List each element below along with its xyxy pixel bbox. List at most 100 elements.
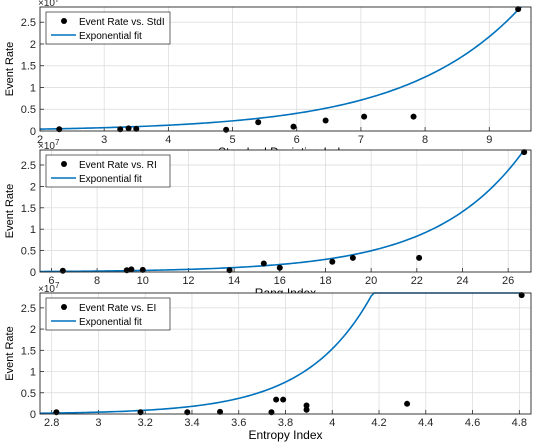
ri-legend-marker-points [61,161,67,167]
ri-xtick-label: 16 [274,275,286,287]
stdi-data-point [290,123,297,130]
stdi-xtick-label: 9 [486,134,492,146]
ei-legend-label-points: Event Rate vs. EI [79,303,156,314]
ei-axes-frame [39,292,532,415]
ri-ytick-label: 1.5 [21,203,36,215]
ri-ytick-label: 2 [30,181,36,193]
ri-legend-label-points: Event Rate vs. RI [79,160,157,171]
ei-legend-label-fit: Exponential fit [79,317,142,328]
ei-exponent-base: ×10 [38,284,55,295]
ei-xtick-label: 4.6 [465,417,480,429]
ei-xtick-label: 4.4 [418,417,433,429]
ei-xtick-label: 3 [95,417,101,429]
stdi-xtick-label: 6 [294,134,300,146]
stdi-data-point [322,117,329,124]
ri-exponent-power: 7 [55,138,60,147]
ri-data-point [260,260,267,267]
stdi-ytick-label: 2.5 [21,17,36,29]
ei-xtick-label: 2.8 [44,417,59,429]
ri-xtick-label: 22 [411,275,423,287]
ri-ylabel: Event Rate [4,184,16,238]
ri-xtick-label: 10 [137,275,149,287]
stdi-ytick-label: 1 [30,82,36,94]
stdi-legend-label-fit: Exponential fit [79,31,142,42]
ri-xtick-label: 18 [319,275,331,287]
ei-xtick-label: 3.6 [231,417,246,429]
stdi-legend-box [45,11,171,45]
stdi-data-point [361,113,368,120]
stdi-exponent-power: 7 [55,0,60,4]
ri-legend-label-fit: Exponential fit [79,174,142,185]
ri-xtick-label: 24 [456,275,468,287]
ei-ytick-label: 2.5 [21,303,36,315]
ei-exponent-label: ×107 [38,281,60,295]
ei-xtick-label: 4.2 [371,417,386,429]
ri-ytick-label: 0 [30,267,36,279]
ei-ytick-label: 2 [30,324,36,336]
stdi-xtick-label: 4 [165,134,171,146]
ri-exponent-label: ×107 [38,138,60,152]
ei-data-point [518,292,525,299]
stdi-data-point [515,6,522,13]
ei-data-point [303,406,310,413]
ei-data-point [273,396,280,403]
ri-xtick-label: 26 [502,275,514,287]
stdi-ytick-label: 1.5 [21,61,36,73]
ei-data-point [404,400,411,407]
ei-xtick-label: 3.8 [278,417,293,429]
ri-data-point [416,254,423,261]
stdi-data-point [125,125,132,132]
ei-ylabel: Event Rate [4,326,16,380]
stdi-data-point [133,125,140,132]
ei-xlabel: Entropy Index [248,428,322,442]
ei-legend-box [45,297,171,331]
chart-panel-ei: 2.8 3 3.2 3.4 3.6 3.8 4 4.2 4.4 4.6 4.8 0 0.5 1 1.5 2 2.… [4,281,532,442]
stdi-data-point [410,113,417,120]
ei-xtick-label: 3.4 [184,417,199,429]
ri-ytick-label: 2.5 [21,160,36,172]
ri-data-point [349,254,356,261]
stdi-data-point [223,126,230,133]
stdi-exponent-label: ×107 [38,0,60,9]
ri-data-point [329,258,336,265]
stdi-xtick-label: 2 [37,134,43,146]
ei-legend-marker-points [61,304,67,310]
ei-data-point [303,402,310,409]
chart-panel-ri: 6 8 10 12 14 16 18 20 22 24 2600.511.522.5×107Even… [4,138,532,300]
ri-xtick-label: 6 [48,275,54,287]
ei-data-point [217,408,224,415]
ri-data-point [139,266,146,273]
stdi-ytick-label: 0.5 [21,104,36,116]
stdi-xtick-label: 3 [101,134,107,146]
stdi-legend-marker-points [61,18,67,24]
stdi-ytick-label: 2 [30,39,36,51]
ri-ytick-label: 1 [30,224,36,236]
ri-xtick-label: 20 [365,275,377,287]
ri-exponent-base: ×10 [38,141,55,152]
ri-ytick-label: 0.5 [21,246,36,258]
stdi-ytick-label: 0 [30,126,36,138]
stdi-legend-label-points: Event Rate vs. StdI [79,17,165,28]
ei-ytick-label: 0.5 [21,388,36,400]
ei-xtick-label: 4 [329,417,335,429]
ei-ytick-label: 1.5 [21,345,36,357]
ei-ytick-label: 1 [30,367,36,379]
ei-xtick-label: 3.2 [138,417,153,429]
ri-xtick-label: 12 [182,275,194,287]
ei-exponent-power: 7 [55,281,60,290]
ri-data-point [276,264,283,271]
stdi-data-point [255,119,262,126]
ri-data-point [128,266,135,273]
ri-exponential-fit-line [39,149,527,273]
ri-legend-box [45,154,171,188]
stdi-axes-frame [39,6,532,132]
ei-data-point [280,396,287,403]
stdi-xtick-label: 7 [358,134,364,146]
ri-xtick-label: 14 [228,275,240,287]
stdi-xtick-label: 8 [422,134,428,146]
ri-data-point [521,149,528,156]
stdi-xtick-label: 5 [229,134,235,146]
ei-ytick-label: 0 [30,409,36,421]
